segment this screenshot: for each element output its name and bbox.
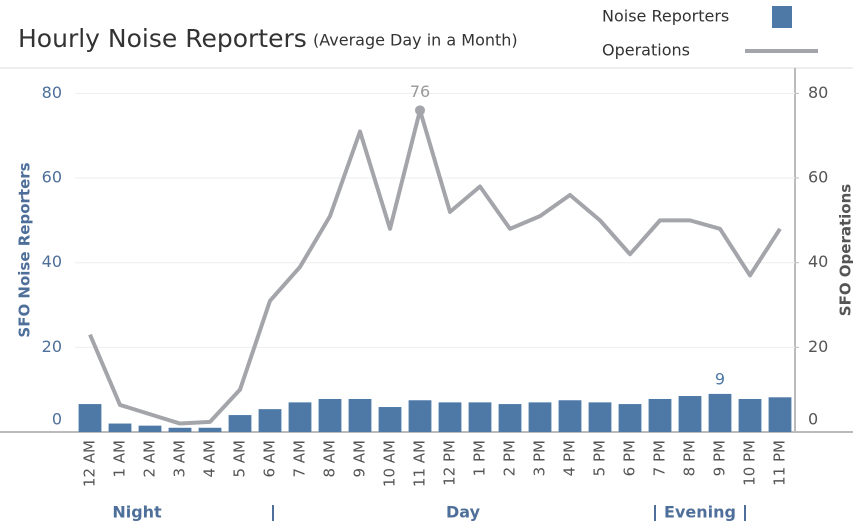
bar xyxy=(468,402,492,432)
y2-tick-label: 40 xyxy=(808,252,828,271)
chart-title: Hourly Noise Reporters xyxy=(18,24,307,53)
x-tick-label: 2 AM xyxy=(141,440,159,478)
y2-tick-label: 0 xyxy=(808,410,818,429)
x-tick-label: 6 AM xyxy=(261,440,279,478)
x-tick-label: 9 PM xyxy=(711,440,729,476)
bar xyxy=(108,423,132,432)
data-label: 9 xyxy=(715,369,725,388)
x-tick-label: 12 PM xyxy=(441,440,459,486)
x-tick-label: 8 PM xyxy=(681,440,699,476)
bar xyxy=(438,402,462,432)
group-label: Night xyxy=(112,503,162,522)
bar xyxy=(498,404,522,432)
y2-axis-label: SFO Operations xyxy=(837,184,853,317)
data-label: 76 xyxy=(410,82,430,101)
bar xyxy=(138,425,162,432)
bar xyxy=(768,397,792,432)
bar xyxy=(228,415,252,432)
x-tick-label: 5 AM xyxy=(231,440,249,478)
legend-label: Noise Reporters xyxy=(602,7,729,26)
bar xyxy=(348,398,372,432)
bar xyxy=(678,396,702,432)
bar xyxy=(558,400,582,432)
bar xyxy=(198,427,222,432)
point xyxy=(415,105,425,116)
bar xyxy=(168,427,192,432)
y2-tick-label: 60 xyxy=(808,168,828,187)
bar xyxy=(378,407,402,432)
chart-subtitle: (Average Day in a Month) xyxy=(313,31,518,50)
x-tick-label: 10 AM xyxy=(381,440,399,487)
y2-tick-label: 80 xyxy=(808,83,828,102)
x-tick-label: 9 AM xyxy=(351,440,369,478)
bar xyxy=(78,404,102,432)
x-tick-label: 8 AM xyxy=(321,440,339,478)
x-tick-label: 3 AM xyxy=(171,440,189,478)
x-tick-label: 6 PM xyxy=(621,440,639,476)
y-tick-label: 80 xyxy=(42,83,62,102)
x-tick-label: 12 AM xyxy=(81,440,99,487)
bar xyxy=(708,393,732,432)
x-tick-label: 7 AM xyxy=(291,440,309,478)
bar xyxy=(618,404,642,432)
x-tick-label: 4 PM xyxy=(561,440,579,476)
x-tick-label: 11 PM xyxy=(771,440,789,486)
y-tick-label: 40 xyxy=(42,252,62,271)
x-tick-label: 10 PM xyxy=(741,440,759,486)
x-tick-label: 1 AM xyxy=(111,440,129,478)
bar xyxy=(588,402,612,432)
x-tick-label: 11 AM xyxy=(411,440,429,487)
x-tick-label: 4 AM xyxy=(201,440,219,478)
x-tick-label: 2 PM xyxy=(501,440,519,476)
line xyxy=(88,108,782,426)
bar xyxy=(408,400,432,432)
y-axis-label: SFO Noise Reporters xyxy=(16,162,34,337)
bar xyxy=(738,398,762,432)
y-tick-label: 60 xyxy=(42,168,62,187)
legend-swatch xyxy=(772,6,792,28)
bar xyxy=(288,402,312,432)
legend-label: Operations xyxy=(602,41,690,60)
bar xyxy=(528,402,552,432)
group-label: Evening xyxy=(664,503,736,522)
x-tick-label: 3 PM xyxy=(531,440,549,476)
bar xyxy=(648,398,672,432)
bar xyxy=(318,398,342,432)
x-tick-label: 7 PM xyxy=(651,440,669,476)
x-tick-label: 1 PM xyxy=(471,440,489,476)
y-tick-label: 20 xyxy=(42,337,62,356)
group-label: Day xyxy=(446,503,481,522)
y-tick-label: 0 xyxy=(52,410,62,429)
bar xyxy=(258,409,282,432)
y2-tick-label: 20 xyxy=(808,337,828,356)
x-tick-label: 5 PM xyxy=(591,440,609,476)
